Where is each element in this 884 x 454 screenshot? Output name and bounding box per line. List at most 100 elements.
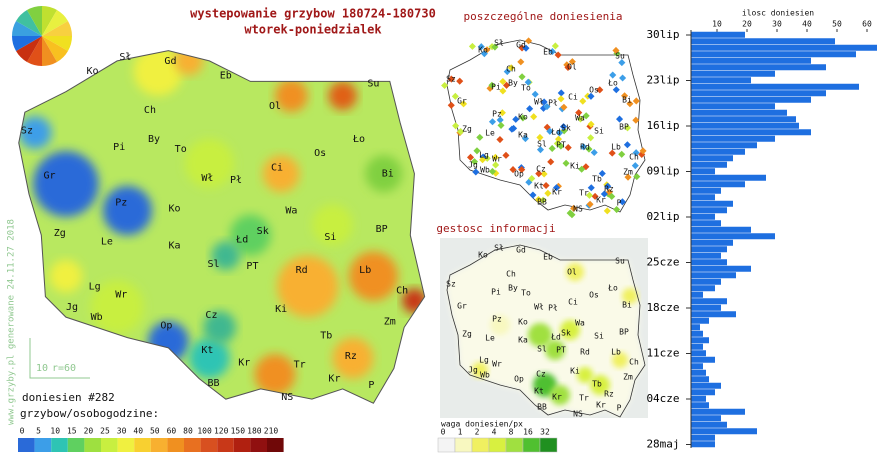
report-dot <box>575 109 583 117</box>
city-label: Ch <box>396 286 408 297</box>
heat-blob <box>277 255 339 318</box>
city-label: Kr <box>596 196 606 205</box>
report-dot <box>548 47 556 56</box>
bar <box>691 116 796 123</box>
city-label: Sł <box>119 52 131 63</box>
report-dot <box>517 58 525 66</box>
city-label: Tr <box>294 359 306 370</box>
bar <box>691 278 721 285</box>
report-dot <box>476 133 484 141</box>
report-dot <box>530 113 538 121</box>
city-label: Le <box>485 334 495 343</box>
city-label: Ol <box>269 101 281 112</box>
heat-blob <box>102 185 152 236</box>
city-label: Gd <box>164 56 176 67</box>
heat-blob <box>18 116 52 150</box>
city-label: Gr <box>457 97 467 106</box>
report-dot <box>531 90 539 98</box>
scale-label: 50 <box>150 427 160 436</box>
density-swatch <box>437 437 456 453</box>
report-dot <box>466 153 475 161</box>
city-label: Wł <box>534 98 544 107</box>
city-label: Ka <box>169 240 181 251</box>
scale-swatch <box>233 438 251 452</box>
bar <box>691 395 706 402</box>
city-label: Tb <box>592 175 602 184</box>
city-label: By <box>508 284 518 293</box>
city-label: Su <box>615 257 625 266</box>
scale-label: 5 <box>36 427 41 436</box>
bar <box>691 428 757 435</box>
report-dot <box>503 68 511 76</box>
density-swatch <box>505 437 524 453</box>
city-label: Ki <box>275 304 287 315</box>
report-dot <box>540 98 548 106</box>
report-dot <box>491 153 499 161</box>
x-tick-label: 60 <box>862 20 872 29</box>
report-dot <box>534 195 543 204</box>
city-label: Kr <box>552 188 562 197</box>
y-tick-label: 16lip <box>646 119 679 132</box>
bar <box>691 441 715 448</box>
density-swatch <box>522 437 541 453</box>
bar <box>691 70 775 77</box>
city-label: Kr <box>596 401 606 410</box>
report-dot <box>618 150 626 158</box>
scale-swatch <box>167 438 184 452</box>
density-blob <box>560 320 580 340</box>
bar <box>691 83 859 90</box>
pie-wedge <box>16 10 42 36</box>
city-label: BP <box>619 123 629 132</box>
density-layer <box>440 238 648 418</box>
bar <box>691 220 721 227</box>
density-scale-title: waga doniesien/px <box>441 420 523 429</box>
pie-wedge <box>42 21 72 36</box>
scale-swatch <box>184 438 201 452</box>
pie-wedge <box>12 36 42 51</box>
scale-label: 15 <box>67 427 77 436</box>
report-dot <box>624 173 632 181</box>
city-label: Gd <box>516 246 526 255</box>
bar <box>691 38 835 45</box>
scale-swatch <box>250 438 267 452</box>
city-label: Sz <box>446 280 456 289</box>
city-label: Ki <box>570 367 580 376</box>
city-label: To <box>175 144 187 155</box>
report-dot <box>631 162 639 170</box>
city-label: Ko <box>518 113 528 122</box>
report-dot <box>528 174 536 183</box>
city-label: Lg <box>479 356 489 365</box>
scale-swatch <box>18 438 35 452</box>
report-dot <box>608 192 616 200</box>
report-dot <box>488 118 497 126</box>
city-label: To <box>521 84 531 93</box>
city-label: Os <box>589 291 599 300</box>
pie-wedge <box>42 36 72 51</box>
pie-wedge <box>42 6 57 36</box>
city-label: Pł <box>548 99 558 108</box>
city-label: Cz <box>205 310 217 321</box>
report-dot <box>603 207 611 215</box>
city-label: Tb <box>592 380 602 389</box>
bar <box>691 57 811 64</box>
heat-blob <box>229 214 271 256</box>
bar <box>691 272 736 279</box>
bar <box>691 31 745 38</box>
city-label: Ka <box>518 336 528 345</box>
report-dot <box>619 74 627 82</box>
report-dot <box>568 211 576 219</box>
city-label: Wł <box>534 303 544 312</box>
city-label: Zm <box>623 168 633 177</box>
report-dot <box>604 182 612 190</box>
report-dot <box>608 149 616 157</box>
report-dot <box>496 116 504 124</box>
city-label: Rd <box>580 143 590 152</box>
city-label: Pł <box>548 304 558 313</box>
city-label: Ko <box>169 204 181 215</box>
report-dot <box>570 204 578 212</box>
city-label: Zg <box>462 125 472 134</box>
scale-swatch <box>101 438 118 452</box>
report-dot <box>521 135 529 143</box>
